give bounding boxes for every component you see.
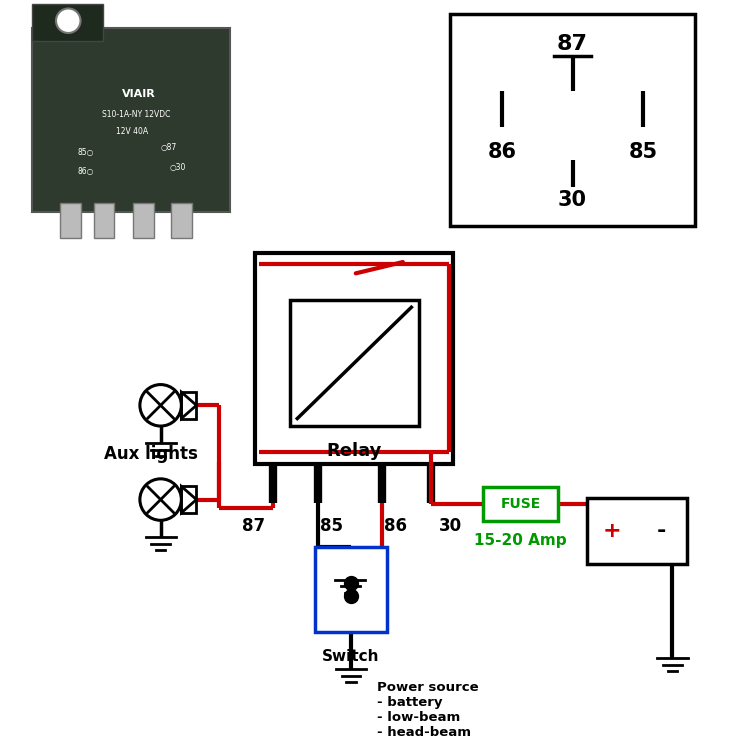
Bar <box>181 392 197 418</box>
Text: 12V 40A: 12V 40A <box>116 128 149 137</box>
Bar <box>315 547 387 631</box>
Bar <box>60 203 80 238</box>
Text: 15-20 Amp: 15-20 Amp <box>475 533 567 548</box>
Text: 85: 85 <box>629 142 658 162</box>
Text: 86○: 86○ <box>78 167 94 176</box>
Circle shape <box>140 479 181 520</box>
Text: FUSE: FUSE <box>500 497 541 511</box>
Bar <box>587 498 687 564</box>
Text: 86: 86 <box>384 516 407 534</box>
Bar <box>93 203 114 238</box>
Circle shape <box>140 384 181 426</box>
Text: ○87: ○87 <box>160 143 177 153</box>
Bar <box>290 300 419 426</box>
FancyBboxPatch shape <box>32 4 103 42</box>
Circle shape <box>56 8 80 33</box>
Text: 30: 30 <box>439 516 461 534</box>
Text: -: - <box>657 521 666 541</box>
Text: 85○: 85○ <box>78 148 94 157</box>
Text: ○30: ○30 <box>170 163 186 172</box>
Text: +: + <box>602 521 621 541</box>
Bar <box>171 203 192 238</box>
Text: Switch: Switch <box>322 649 380 663</box>
Text: 86: 86 <box>487 142 517 162</box>
Bar <box>133 203 154 238</box>
Text: Relay: Relay <box>326 441 381 459</box>
Bar <box>255 252 453 464</box>
Bar <box>450 14 695 226</box>
Text: 87: 87 <box>242 516 265 534</box>
Bar <box>181 486 197 513</box>
FancyBboxPatch shape <box>483 487 559 521</box>
Text: Power source
- battery
- low-beam
- head-beam: Power source - battery - low-beam - head… <box>378 680 479 738</box>
Text: Aux lights: Aux lights <box>105 445 198 463</box>
Text: S10-1A-NY 12VDC: S10-1A-NY 12VDC <box>102 111 170 119</box>
Text: 85: 85 <box>320 516 343 534</box>
FancyBboxPatch shape <box>32 28 230 212</box>
Text: VIAIR: VIAIR <box>122 89 156 99</box>
Text: 30: 30 <box>558 190 587 210</box>
Text: 87: 87 <box>557 34 588 54</box>
